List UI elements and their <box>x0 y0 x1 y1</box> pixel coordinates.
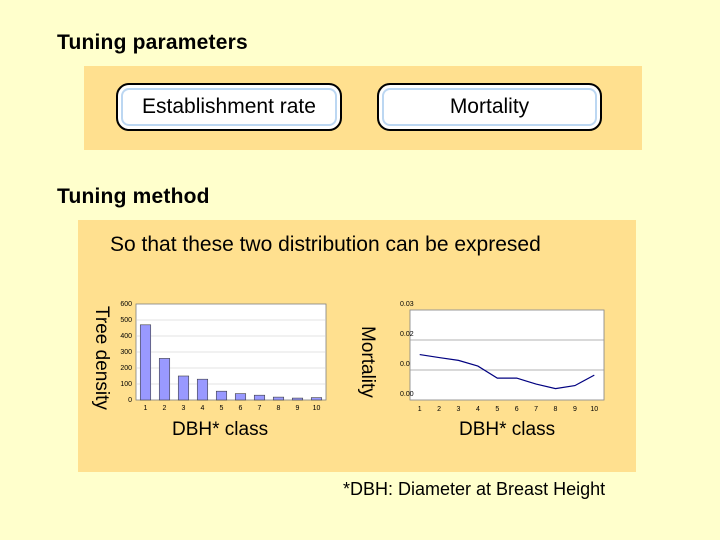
y-tick-label: 100 <box>120 381 132 388</box>
tuning-method-heading: Tuning method <box>57 185 210 208</box>
x-tick-label: 1 <box>144 405 148 412</box>
y-tick-label: 0.02 <box>400 331 414 338</box>
mortality-series-line <box>419 353 595 390</box>
establishment-rate-box: Establishment rate <box>116 83 342 131</box>
bar <box>196 378 209 401</box>
y-tick-label: 0.03 <box>400 301 414 308</box>
y-tick-label: 300 <box>120 349 132 356</box>
x-tick-label: 1 <box>418 406 422 413</box>
x-tick-label: 8 <box>277 405 281 412</box>
y-tick-label: 200 <box>120 365 132 372</box>
x-tick-label: 7 <box>534 406 538 413</box>
x-tick-label: 6 <box>515 406 519 413</box>
y-tick-label: 0.00 <box>400 391 414 398</box>
x-tick-label: 10 <box>313 405 321 412</box>
tree-density-axis-label: Tree density <box>91 306 112 410</box>
bar <box>272 396 285 401</box>
x-tick-label: 9 <box>296 405 300 412</box>
x-tick-label: 2 <box>437 406 441 413</box>
x-tick-label: 2 <box>163 405 167 412</box>
bar <box>234 393 247 401</box>
x-tick-label: 8 <box>554 406 558 413</box>
tree-density-x-label: DBH* class <box>172 419 269 440</box>
x-tick-label: 5 <box>495 406 499 413</box>
x-tick-label: 3 <box>457 406 461 413</box>
y-tick-label: 0.0 <box>400 361 410 368</box>
bar <box>139 324 152 401</box>
x-tick-label: 7 <box>258 405 262 412</box>
x-tick-label: 9 <box>573 406 577 413</box>
bar <box>177 375 190 401</box>
x-tick-label: 5 <box>220 405 224 412</box>
x-tick-label: 4 <box>201 405 205 412</box>
bar <box>158 358 171 401</box>
mortality-x-label: DBH* class <box>459 419 556 440</box>
y-tick-label: 0 <box>128 397 132 404</box>
mortality-chart: 0.03 0.02 0.0 0.00 1 2 3 4 5 6 7 8 9 10 <box>400 301 605 413</box>
bar <box>215 390 228 401</box>
method-intro-text: So that these two distribution can be ex… <box>110 233 541 256</box>
bar <box>310 397 323 401</box>
x-tick-label: 3 <box>182 405 186 412</box>
x-tick-label: 6 <box>239 405 243 412</box>
y-tick-label: 400 <box>120 333 132 340</box>
tree-density-chart: 0 100 200 300 400 500 600 1 2 3 4 5 6 7 8 9 10 <box>120 301 327 412</box>
mortality-axis-label: Mortality <box>357 326 378 398</box>
plot-area <box>409 309 605 401</box>
tuning-parameters-heading: Tuning parameters <box>57 31 248 54</box>
y-tick-label: 600 <box>120 301 132 308</box>
mortality-box: Mortality <box>377 83 602 131</box>
x-tick-label: 4 <box>476 406 480 413</box>
y-tick-label: 500 <box>120 317 132 324</box>
bar <box>253 394 266 401</box>
x-tick-label: 10 <box>590 406 598 413</box>
dbh-footnote: *DBH: Diameter at Breast Height <box>343 479 606 499</box>
bar <box>291 397 304 401</box>
